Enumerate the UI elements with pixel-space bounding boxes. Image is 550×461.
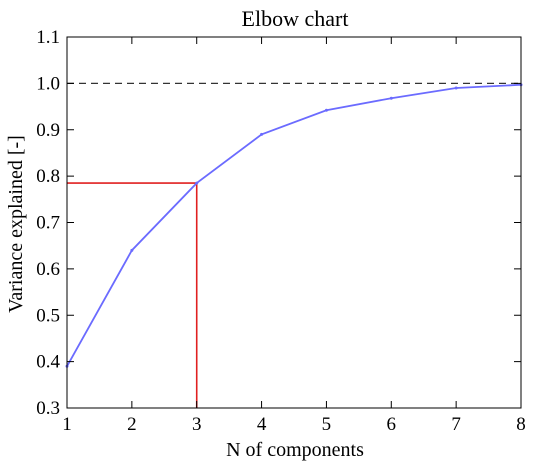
series-point (324, 108, 328, 112)
series-point (195, 181, 199, 185)
y-tick-label: 0.5 (36, 305, 60, 326)
y-tick-label: 0.8 (36, 166, 60, 187)
x-tick-label: 3 (192, 414, 202, 435)
y-tick-label: 0.7 (36, 213, 60, 234)
series-point (260, 132, 264, 136)
plot-area: 1 2 3 4 5 6 7 8 0.3 0.4 0.5 0.6 0.7 0.8 0.9 1.0 1.1 (36, 27, 526, 435)
x-tick-label: 4 (257, 414, 267, 435)
y-tick-label: 0.3 (36, 398, 60, 419)
x-tick-label: 2 (127, 414, 137, 435)
x-tick-label: 5 (322, 414, 332, 435)
x-tick-label: 6 (387, 414, 397, 435)
series-point (454, 86, 458, 90)
y-tick-label: 0.9 (36, 120, 60, 141)
y-axis-label: Variance explained [-] (5, 135, 27, 313)
series-point (130, 248, 134, 252)
x-axis-label: N of components (226, 439, 364, 461)
y-tick-label: 0.4 (36, 352, 60, 373)
y-tick-label: 1.1 (36, 27, 60, 48)
y-tick-label: 0.6 (36, 259, 60, 280)
series-point (389, 96, 393, 100)
x-tick-label: 1 (62, 414, 72, 435)
x-tick-label: 8 (516, 414, 526, 435)
series-line-0 (66, 83, 522, 367)
chart-title: Elbow chart (242, 6, 349, 31)
y-tick-label: 1.0 (36, 73, 60, 94)
x-tick-label: 7 (451, 414, 461, 435)
